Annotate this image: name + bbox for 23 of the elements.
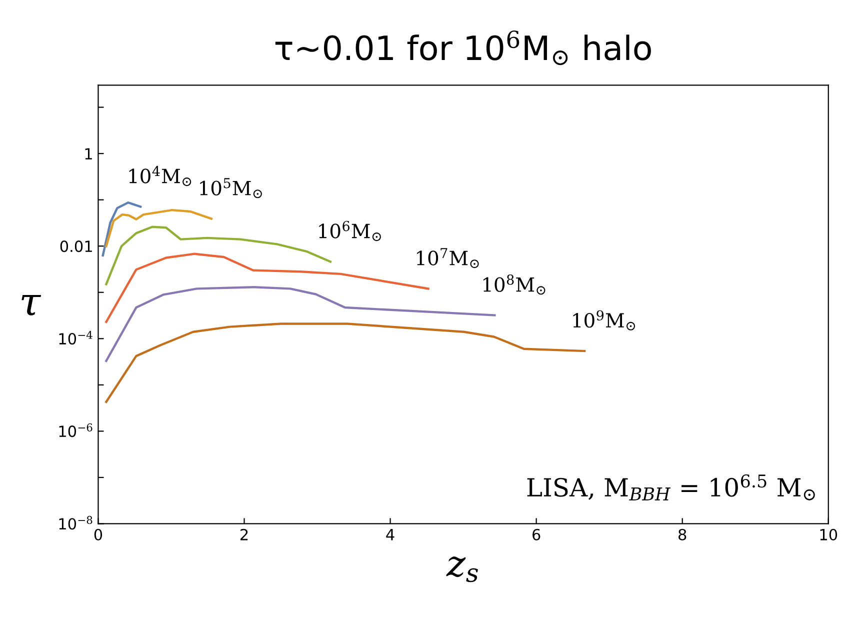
y-axis-title: τ [22,295,42,316]
y-tick-label: 0.01 [60,240,92,252]
line-series [102,202,142,256]
y-tick-label: 10$^{−6}$ [59,423,92,438]
annotation: LISA, M$_{BBH}$ = 10$^{6.5}$ M$_{⊙}$ [527,474,815,500]
y-tick-label: 10$^{−8}$ [59,516,92,530]
x-axis-title: z$_{s}$ [446,556,478,582]
x-tick-label: 2 [240,528,248,540]
x-tick-label: 8 [678,528,686,540]
series-label: 10$^{9}$M$_{⊙}$ [573,310,636,330]
x-tick-label: 10 [820,528,838,540]
series-label: 10$^{6}$M$_{⊙}$ [319,220,381,242]
series-label: 10$^{4}$M$_{⊙}$ [129,166,192,186]
y-tick-label: 10$^{−4}$ [59,330,92,345]
y-tick-label: 1 [85,148,92,160]
series-label: 10$^{7}$M$_{⊙}$ [417,248,479,268]
line-series [105,208,212,248]
x-tick-label: 0 [94,528,102,540]
series-label: 10$^{8}$M$_{⊙}$ [483,274,546,295]
x-tick-label: 6 [532,528,540,540]
series-label: 10$^{5}$M$_{⊙}$ [200,178,262,198]
x-tick-label: 4 [386,529,394,540]
chart-title: τ~0.01 for 10$^{6}$M$_{⊙}$ halo [275,30,651,66]
